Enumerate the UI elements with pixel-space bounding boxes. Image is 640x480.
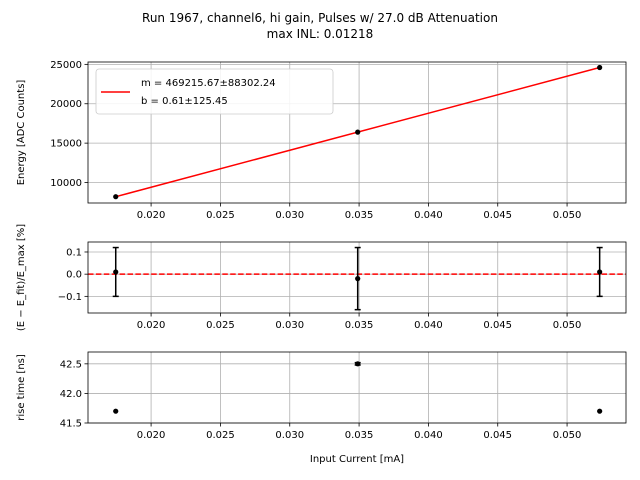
y-tick-label: 10000 (50, 178, 82, 189)
x-tick-label: 0.050 (553, 210, 582, 221)
axes-frame (87, 351, 627, 424)
y-tick-label: 0.1 (66, 247, 82, 258)
legend-box (95, 68, 334, 115)
x-tick-label: 0.040 (414, 320, 443, 331)
x-axis-label: Input Current [mA] (310, 454, 404, 465)
legend-slope-text: m = 469215.67±88302.24 (141, 78, 276, 89)
legend-intercept-text: b = 0.61±125.45 (141, 96, 228, 107)
axes-frame (87, 241, 627, 314)
x-tick-label: 0.035 (345, 320, 374, 331)
y-tick-label: 42.5 (60, 359, 82, 370)
y-tick-label: 15000 (50, 139, 82, 150)
data-point (355, 129, 361, 135)
data-point (113, 408, 119, 414)
x-tick-label: 0.025 (206, 430, 235, 441)
figure-title-line1: Run 1967, channel6, hi gain, Pulses w/ 2… (142, 11, 498, 25)
x-tick-label: 0.045 (483, 430, 512, 441)
y-axis-label: Energy [ADC Counts] (16, 80, 27, 186)
y-tick-label: 42.0 (60, 389, 82, 400)
y-tick-label: 0.0 (66, 270, 82, 281)
x-tick-label: 0.050 (553, 320, 582, 331)
data-point (355, 361, 361, 367)
x-tick-label: 0.030 (275, 430, 304, 441)
x-tick-label: 0.035 (345, 430, 374, 441)
y-tick-label: 20000 (50, 99, 82, 110)
y-tick-label: 41.5 (60, 419, 82, 430)
data-point (355, 276, 361, 282)
x-tick-label: 0.020 (137, 210, 166, 221)
y-axis-label: rise time [ns] (16, 354, 27, 421)
x-tick-label: 0.025 (206, 210, 235, 221)
y-tick-label: 25000 (50, 60, 82, 71)
figure-title-line2: max INL: 0.01218 (267, 27, 374, 41)
x-tick-label: 0.045 (483, 320, 512, 331)
panel-energy-vs-current: 0.020 0.025 0.030 0.035 0.040 0.045 0.050 10000… (16, 60, 627, 221)
panel-rise-time: 0.020 0.025 0.030 0.035 0.040 0.045 0.050 41.5 4… (16, 351, 627, 465)
x-tick-label: 0.050 (553, 430, 582, 441)
x-tick-label: 0.030 (275, 210, 304, 221)
x-tick-label: 0.020 (137, 320, 166, 331)
data-point (113, 269, 119, 275)
panel-residuals: 0.020 0.025 0.030 0.035 0.040 0.045 0.050 −0.1 0… (16, 224, 627, 331)
x-tick-label: 0.020 (137, 430, 166, 441)
x-tick-label: 0.040 (414, 210, 443, 221)
x-tick-label: 0.045 (483, 210, 512, 221)
x-tick-label: 0.035 (345, 210, 374, 221)
data-point (597, 64, 603, 71)
data-point (597, 408, 603, 414)
legend: m = 469215.67±88302.24 b = 0.61±125.45 (95, 68, 334, 115)
axes-frame (87, 61, 627, 204)
y-axis-label: (E − E_fit)/E_max [%] (16, 224, 27, 331)
y-tick-label: −0.1 (58, 292, 82, 303)
x-tick-label: 0.040 (414, 430, 443, 441)
x-tick-label: 0.025 (206, 320, 235, 331)
x-tick-label: 0.030 (275, 320, 304, 331)
data-point (113, 194, 119, 200)
data-point (597, 269, 603, 275)
